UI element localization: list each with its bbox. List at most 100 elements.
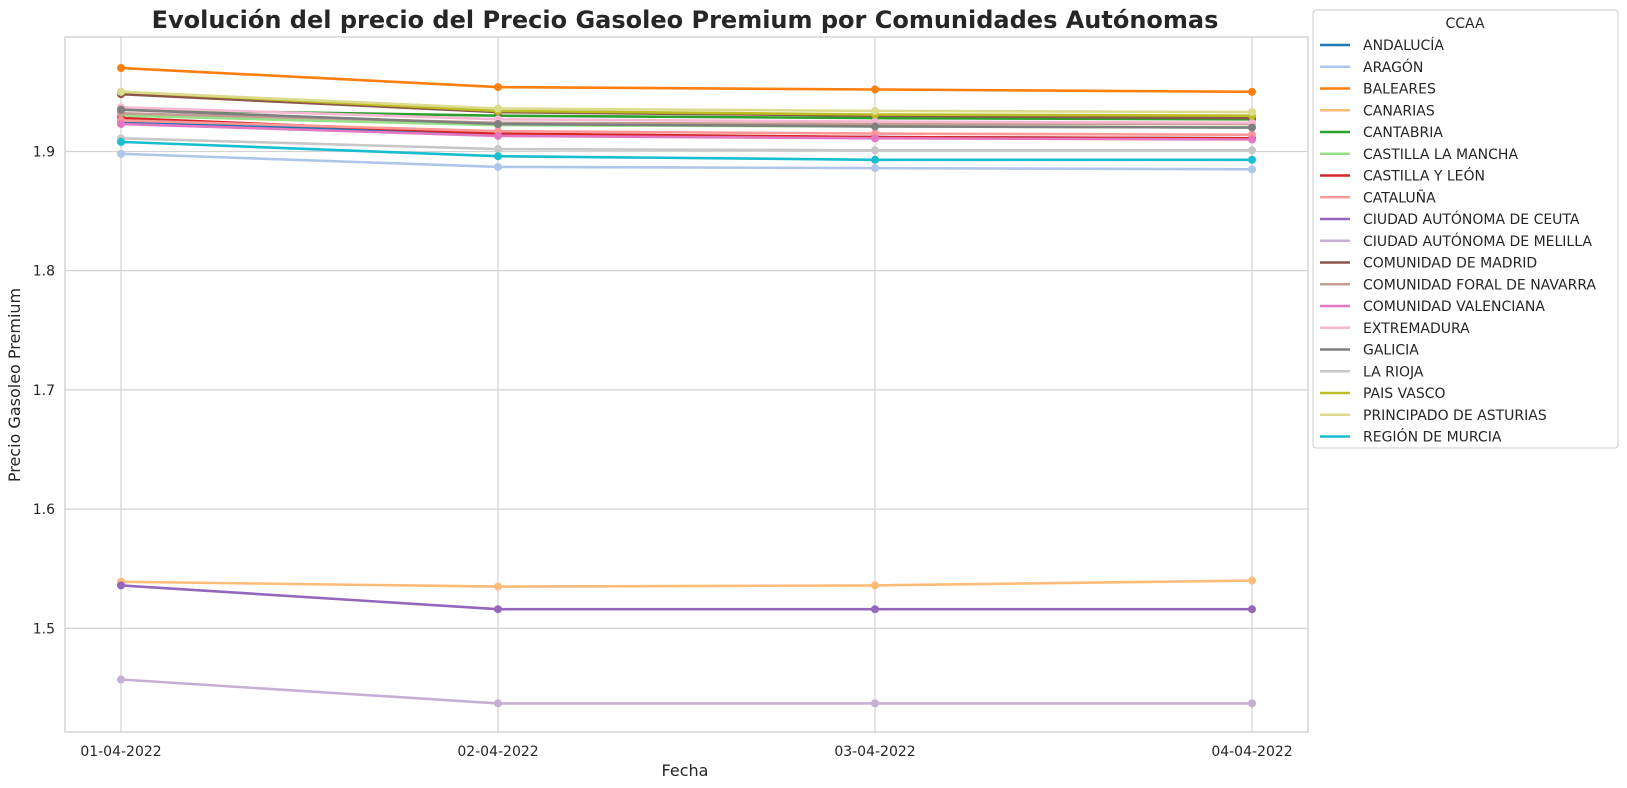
legend-item: CANARIAS <box>1320 103 1435 119</box>
data-point <box>1248 605 1256 614</box>
data-point <box>1248 165 1256 174</box>
legend-label: CIUDAD AUTÓNOMA DE CEUTA <box>1363 210 1580 228</box>
legend-item: COMUNIDAD VALENCIANA <box>1320 299 1545 315</box>
series <box>117 675 1256 708</box>
data-point <box>117 675 125 684</box>
data-point <box>1248 155 1256 164</box>
series-line <box>119 584 1254 611</box>
series <box>117 87 1256 117</box>
legend-label: CASTILLA LA MANCHA <box>1363 147 1518 163</box>
series-line <box>119 108 1254 129</box>
legend-item: COMUNIDAD DE MADRID <box>1320 256 1537 272</box>
data-point <box>871 106 879 115</box>
data-point <box>117 581 125 590</box>
x-tick-label: 03-04-2022 <box>834 744 915 760</box>
series-line <box>119 678 1254 705</box>
legend-label: REGIÓN DE MURCIA <box>1363 428 1502 446</box>
legend-label: PAIS VASCO <box>1363 386 1446 402</box>
x-tick-label: 04-04-2022 <box>1211 744 1292 760</box>
series <box>117 576 1256 591</box>
data-point <box>494 145 502 154</box>
legend: CCAA ANDALUCÍA ARAGÓN BALEARES CANARIAS CANT… <box>1312 9 1619 449</box>
data-point <box>871 699 879 708</box>
series <box>117 63 1256 96</box>
legend-item: CIUDAD AUTÓNOMA DE CEUTA <box>1320 210 1580 228</box>
y-tick-label: 1.9 <box>33 144 55 160</box>
series <box>117 581 1256 614</box>
legend-item: PRINCIPADO DE ASTURIAS <box>1320 408 1547 424</box>
data-point <box>117 137 125 146</box>
legend-label: COMUNIDAD DE MADRID <box>1363 256 1537 272</box>
legend-label: CIUDAD AUTÓNOMA DE MELILLA <box>1363 232 1592 250</box>
y-axis-ticks: 1.5 1.6 1.7 1.8 1.9 <box>33 144 55 637</box>
series-line <box>119 137 1254 152</box>
legend-label: EXTREMADURA <box>1363 321 1470 337</box>
data-point <box>117 105 125 114</box>
data-point <box>871 134 879 143</box>
series-line <box>119 579 1254 588</box>
legend-item: ANDALUCÍA <box>1320 37 1444 54</box>
data-point <box>1248 135 1256 144</box>
data-point <box>871 155 879 164</box>
data-point <box>1248 576 1256 585</box>
legend-item: EXTREMADURA <box>1320 321 1470 337</box>
legend-item: CASTILLA Y LEÓN <box>1320 167 1485 185</box>
series-line <box>119 152 1254 171</box>
series <box>117 120 1256 144</box>
series-line <box>119 122 1254 141</box>
legend-label: CASTILLA Y LEÓN <box>1363 167 1485 185</box>
legend-item: CASTILLA LA MANCHA <box>1320 147 1518 163</box>
series <box>117 137 1256 164</box>
legend-item: LA RIOJA <box>1320 364 1424 380</box>
legend-label: ANDALUCÍA <box>1363 37 1444 54</box>
chart-title: Evolución del precio del Precio Gasoleo … <box>152 6 1219 34</box>
data-point <box>494 83 502 92</box>
series-line <box>119 90 1254 114</box>
data-point <box>117 87 125 96</box>
legend-label: BALEARES <box>1363 82 1436 98</box>
data-point <box>117 149 125 158</box>
legend-label: CANARIAS <box>1363 103 1435 119</box>
data-point <box>494 699 502 708</box>
data-point <box>1248 87 1256 96</box>
y-tick-label: 1.6 <box>33 502 55 518</box>
data-point <box>494 120 502 129</box>
data-point <box>871 605 879 614</box>
data-point <box>871 164 879 173</box>
data-point <box>1248 123 1256 132</box>
legend-label: CATALUÑA <box>1363 189 1436 206</box>
series-line <box>119 106 1254 125</box>
legend-label: LA RIOJA <box>1363 364 1424 380</box>
data-point <box>871 122 879 131</box>
x-axis-label: Fecha <box>662 761 709 780</box>
legend-item: BALEARES <box>1320 82 1436 98</box>
series-line <box>119 119 1254 137</box>
legend-item: CIUDAD AUTÓNOMA DE MELILLA <box>1320 232 1592 250</box>
y-tick-label: 1.7 <box>33 383 55 399</box>
data-point <box>494 582 502 591</box>
data-point <box>494 605 502 614</box>
x-tick-label: 01-04-2022 <box>80 744 161 760</box>
data-point <box>1248 108 1256 117</box>
y-tick-label: 1.8 <box>33 264 55 280</box>
legend-item: GALICIA <box>1320 343 1419 359</box>
series-line <box>119 140 1254 162</box>
legend-label: GALICIA <box>1363 343 1419 359</box>
data-point <box>494 131 502 140</box>
plot-area <box>64 36 1309 733</box>
data-point <box>494 152 502 161</box>
data-point <box>871 85 879 94</box>
legend-item: PAIS VASCO <box>1320 386 1446 402</box>
y-tick-label: 1.5 <box>33 621 55 637</box>
legend-items: ANDALUCÍA ARAGÓN BALEARES CANARIAS CANTABRIA… <box>1320 37 1597 446</box>
series-line <box>119 66 1254 94</box>
series-layer <box>117 63 1256 708</box>
data-point <box>494 104 502 113</box>
series <box>117 149 1256 174</box>
data-point <box>117 120 125 129</box>
data-point <box>871 581 879 590</box>
legend-label: CANTABRIA <box>1363 125 1443 141</box>
legend-title: CCAA <box>1445 16 1485 32</box>
series <box>117 105 1256 132</box>
legend-box <box>1312 9 1619 449</box>
